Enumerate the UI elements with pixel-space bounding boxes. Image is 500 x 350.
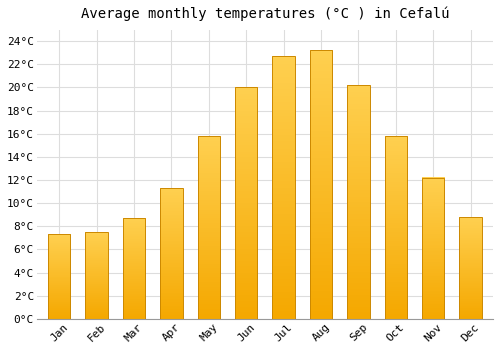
Bar bbox=[422, 178, 444, 319]
Bar bbox=[86, 232, 108, 319]
Bar bbox=[347, 85, 370, 319]
Bar bbox=[198, 136, 220, 319]
Bar bbox=[310, 50, 332, 319]
Title: Average monthly temperatures (°C ) in Cefalú: Average monthly temperatures (°C ) in Ce… bbox=[80, 7, 449, 21]
Bar bbox=[460, 217, 482, 319]
Bar bbox=[123, 218, 145, 319]
Bar bbox=[48, 234, 70, 319]
Bar bbox=[160, 188, 182, 319]
Bar bbox=[235, 88, 258, 319]
Bar bbox=[384, 136, 407, 319]
Bar bbox=[272, 56, 295, 319]
